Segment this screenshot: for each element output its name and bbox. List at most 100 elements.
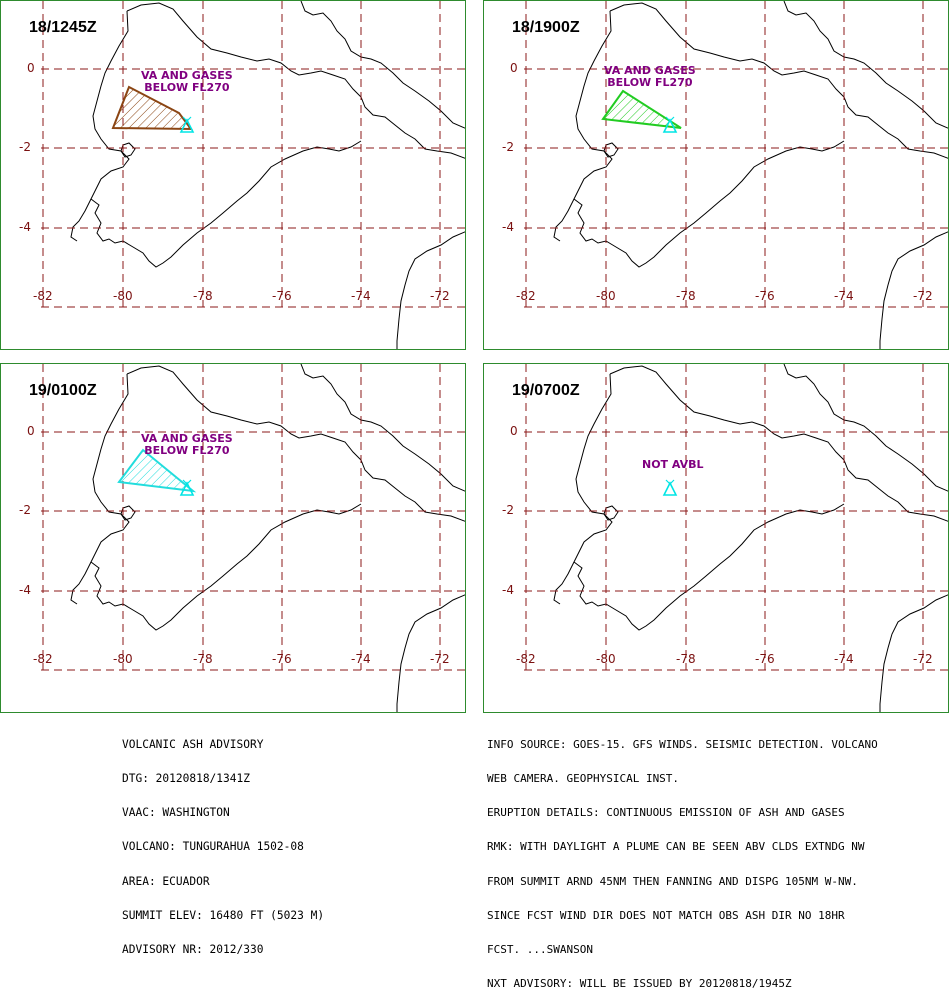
advisory-line: NXT ADVISORY: WILL BE ISSUED BY 20120818… xyxy=(487,977,792,991)
latitude-label: -4 xyxy=(19,583,31,597)
latitude-label: -4 xyxy=(502,220,514,234)
coastline-path xyxy=(879,594,948,712)
coastline-path xyxy=(396,594,465,712)
panel-time-label: 19/0700Z xyxy=(512,382,580,399)
longitude-label: -78 xyxy=(676,652,696,666)
longitude-label: -80 xyxy=(113,289,133,303)
annotation-line: VA AND GASES xyxy=(141,69,233,82)
volcano-icon xyxy=(662,116,678,133)
longitude-label: -72 xyxy=(913,652,933,666)
latitude-label: 0 xyxy=(27,424,35,438)
map-canvas xyxy=(41,1,465,349)
coastline-path xyxy=(553,561,575,605)
longitude-label: -74 xyxy=(351,289,371,303)
latitude-label: -4 xyxy=(19,220,31,234)
forecast-panel-1: 18/1245Z 0 -2 -4 -82 -80 -78 -76 -74 -72 VA AND G… xyxy=(0,0,466,350)
advisory-line: WEB CAMERA. GEOPHYSICAL INST. xyxy=(487,772,680,786)
longitude-label: -78 xyxy=(193,652,213,666)
coastline-path xyxy=(609,365,948,522)
coastline-path xyxy=(70,198,92,242)
coastline-path xyxy=(573,10,845,268)
map-canvas xyxy=(524,1,948,349)
coastline-path xyxy=(126,2,465,159)
panel-time-label: 19/0100Z xyxy=(29,382,97,399)
longitude-label: -82 xyxy=(33,652,53,666)
advisory-line: ADVISORY NR: 2012/330 xyxy=(122,943,264,957)
coastline-path xyxy=(300,1,465,129)
advisory-line: FROM SUMMIT ARND 45NM THEN FANNING AND D… xyxy=(487,874,858,888)
coastline-path xyxy=(879,231,948,349)
latitude-label: 0 xyxy=(510,424,518,438)
annotation-line: BELOW FL270 xyxy=(607,76,693,89)
latitude-label: -2 xyxy=(19,140,31,154)
annotation-line: BELOW FL270 xyxy=(144,444,230,457)
annotation-line: VA AND GASES xyxy=(604,64,696,77)
longitude-label: -80 xyxy=(596,652,616,666)
latitude-label: 0 xyxy=(27,61,35,75)
latitude-label: -4 xyxy=(502,583,514,597)
forecast-panel-2: 18/1900Z 0 -2 -4 -82 -80 -78 -76 -74 -72 VA AND G… xyxy=(483,0,949,350)
longitude-label: -82 xyxy=(516,289,536,303)
longitude-label: -76 xyxy=(272,289,292,303)
longitude-label: -72 xyxy=(913,289,933,303)
map-canvas xyxy=(41,364,465,712)
longitude-label: -74 xyxy=(351,652,371,666)
longitude-label: -78 xyxy=(676,289,696,303)
ash-annotation: VA AND GASES BELOW FL270 xyxy=(141,70,233,94)
annotation-line: BELOW FL270 xyxy=(144,81,230,94)
advisory-line: AREA: ECUADOR xyxy=(122,874,210,888)
coastline-path xyxy=(90,373,362,631)
forecast-panel-3: 19/0100Z 0 -2 -4 -82 -80 -78 -76 -74 -72 VA AND G… xyxy=(0,363,466,713)
volcano-icon xyxy=(662,479,678,496)
advisory-line: INFO SOURCE: GOES-15. GFS WINDS. SEISMIC… xyxy=(487,737,878,751)
advisory-line: DTG: 20120818/1341Z xyxy=(122,772,250,786)
longitude-label: -76 xyxy=(272,652,292,666)
ash-cloud-polygon xyxy=(111,85,194,131)
advisory-line: FCST. ...SWANSON xyxy=(487,943,593,957)
map-canvas xyxy=(524,364,948,712)
latitude-label: 0 xyxy=(510,61,518,75)
latitude-label: -2 xyxy=(502,503,514,517)
coastline-path xyxy=(300,364,465,492)
ash-cloud-polygon xyxy=(117,448,197,493)
advisory-details-block: INFO SOURCE: GOES-15. GFS WINDS. SEISMIC… xyxy=(487,716,878,1001)
latitude-label: -2 xyxy=(19,503,31,517)
coastline-path xyxy=(126,365,465,522)
coastline-path xyxy=(573,373,845,631)
advisory-line: SUMMIT ELEV: 16480 FT (5023 M) xyxy=(122,908,325,922)
coastline-path xyxy=(783,364,948,492)
volcano-icon xyxy=(179,479,195,496)
advisory-line: ERUPTION DETAILS: CONTINUOUS EMISSION OF… xyxy=(487,806,845,820)
advisory-line: VOLCANO: TUNGURAHUA 1502-08 xyxy=(122,840,304,854)
advisory-line: VOLCANIC ASH ADVISORY xyxy=(122,737,264,751)
longitude-label: -72 xyxy=(430,289,450,303)
annotation-line: VA AND GASES xyxy=(141,432,233,445)
longitude-label: -76 xyxy=(755,289,775,303)
ash-annotation: VA AND GASES BELOW FL270 xyxy=(141,433,233,457)
coastline-path xyxy=(553,198,575,242)
coastline-path xyxy=(396,231,465,349)
coastline-path xyxy=(609,2,948,159)
advisory-line: SINCE FCST WIND DIR DOES NOT MATCH OBS A… xyxy=(487,908,845,922)
longitude-label: -82 xyxy=(33,289,53,303)
panel-time-label: 18/1900Z xyxy=(512,19,580,36)
latitude-label: -2 xyxy=(502,140,514,154)
longitude-label: -82 xyxy=(516,652,536,666)
coastline-path xyxy=(70,561,92,605)
advisory-header-block: VOLCANIC ASH ADVISORY DTG: 20120818/1341… xyxy=(122,716,324,967)
ash-annotation: VA AND GASES BELOW FL270 xyxy=(604,65,696,89)
longitude-label: -80 xyxy=(596,289,616,303)
longitude-label: -78 xyxy=(193,289,213,303)
longitude-label: -74 xyxy=(834,289,854,303)
coastline-path xyxy=(783,1,948,129)
longitude-label: -74 xyxy=(834,652,854,666)
forecast-panel-4: 19/0700Z 0 -2 -4 -82 -80 -78 -76 -74 -72 NOT AVBL xyxy=(483,363,949,713)
advisory-line: RMK: WITH DAYLIGHT A PLUME CAN BE SEEN A… xyxy=(487,840,865,854)
ash-cloud-polygon xyxy=(601,89,682,129)
advisory-line: VAAC: WASHINGTON xyxy=(122,806,230,820)
longitude-label: -76 xyxy=(755,652,775,666)
ash-annotation: NOT AVBL xyxy=(642,459,704,471)
panel-time-label: 18/1245Z xyxy=(29,19,97,36)
longitude-label: -72 xyxy=(430,652,450,666)
volcano-icon xyxy=(179,116,195,133)
